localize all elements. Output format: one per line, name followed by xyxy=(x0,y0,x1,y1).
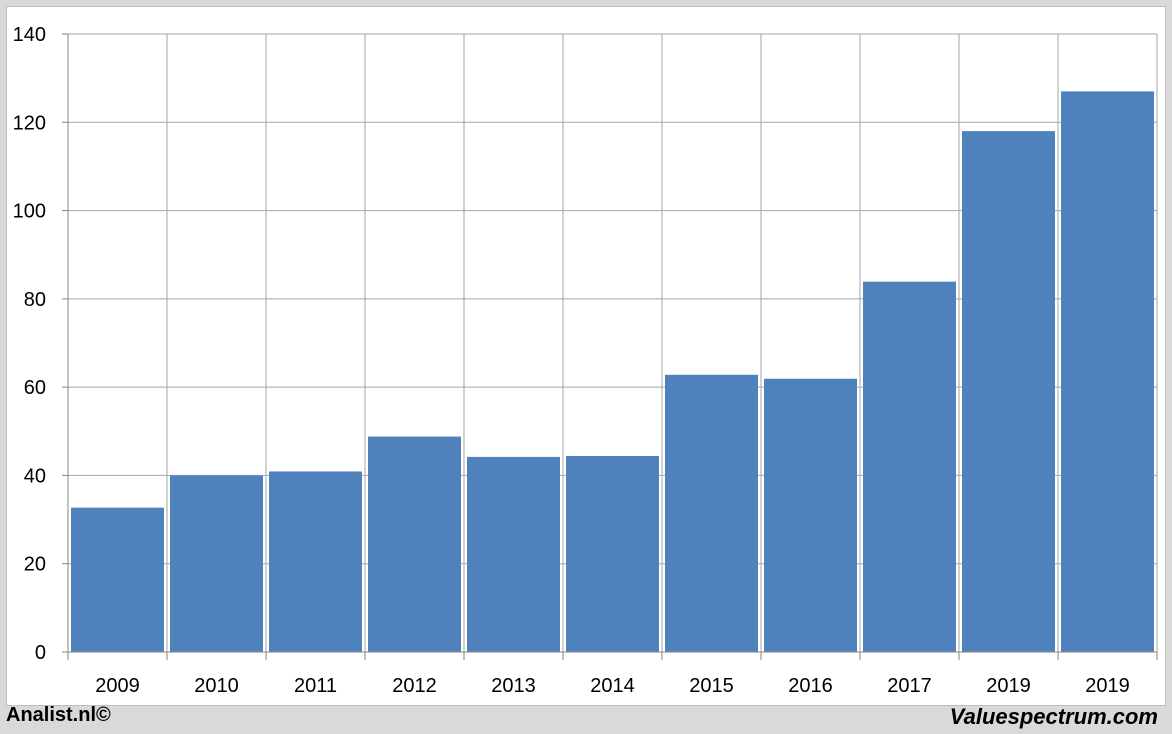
bar-2017-8 xyxy=(863,281,956,652)
x-tick-label: 2019 xyxy=(1085,675,1130,697)
x-tick-label: 2013 xyxy=(491,675,536,697)
y-tick-label: 120 xyxy=(13,112,46,134)
x-tick-label: 2015 xyxy=(689,675,734,697)
x-tick-label: 2011 xyxy=(294,675,337,697)
x-tick-label: 2014 xyxy=(590,675,635,697)
y-tick-label: 40 xyxy=(24,465,46,487)
bar-2010-1 xyxy=(170,475,263,652)
x-tick-label: 2017 xyxy=(887,675,932,697)
bar-2011-2 xyxy=(269,471,362,652)
footer-source-label: Analist.nl© xyxy=(6,704,111,726)
bar-2009-0 xyxy=(71,507,164,652)
y-tick-label: 60 xyxy=(24,377,46,399)
bar-2016-7 xyxy=(764,378,857,652)
y-tick-label: 140 xyxy=(13,24,46,46)
bar-2013-4 xyxy=(467,456,560,652)
x-tick-label: 2012 xyxy=(392,675,437,697)
x-tick-label: 2016 xyxy=(788,675,833,697)
bar-2019-9 xyxy=(962,131,1055,653)
x-tick-label: 2010 xyxy=(194,675,239,697)
bar-2019-10 xyxy=(1061,91,1154,652)
y-tick-label: 80 xyxy=(24,289,46,311)
bar-2015-6 xyxy=(665,374,758,652)
bar-2014-5 xyxy=(566,456,659,652)
y-tick-labels: 0 20 40 60 80 100 120 140 xyxy=(13,24,46,664)
bar-2012-3 xyxy=(368,436,461,652)
x-tick-labels: 2009 2010 2011 2012 2013 2014 2015 2016 2017 2019… xyxy=(95,675,1130,697)
x-tick-label: 2009 xyxy=(95,675,140,697)
y-tick-label: 100 xyxy=(13,201,46,223)
footer-watermark-label: Valuespectrum.com xyxy=(949,704,1158,729)
x-tick-label: 2019 xyxy=(986,675,1031,697)
axes xyxy=(62,33,1158,660)
y-tick-label: 20 xyxy=(24,554,46,576)
bars xyxy=(71,91,1154,653)
y-tick-label: 0 xyxy=(35,642,46,664)
